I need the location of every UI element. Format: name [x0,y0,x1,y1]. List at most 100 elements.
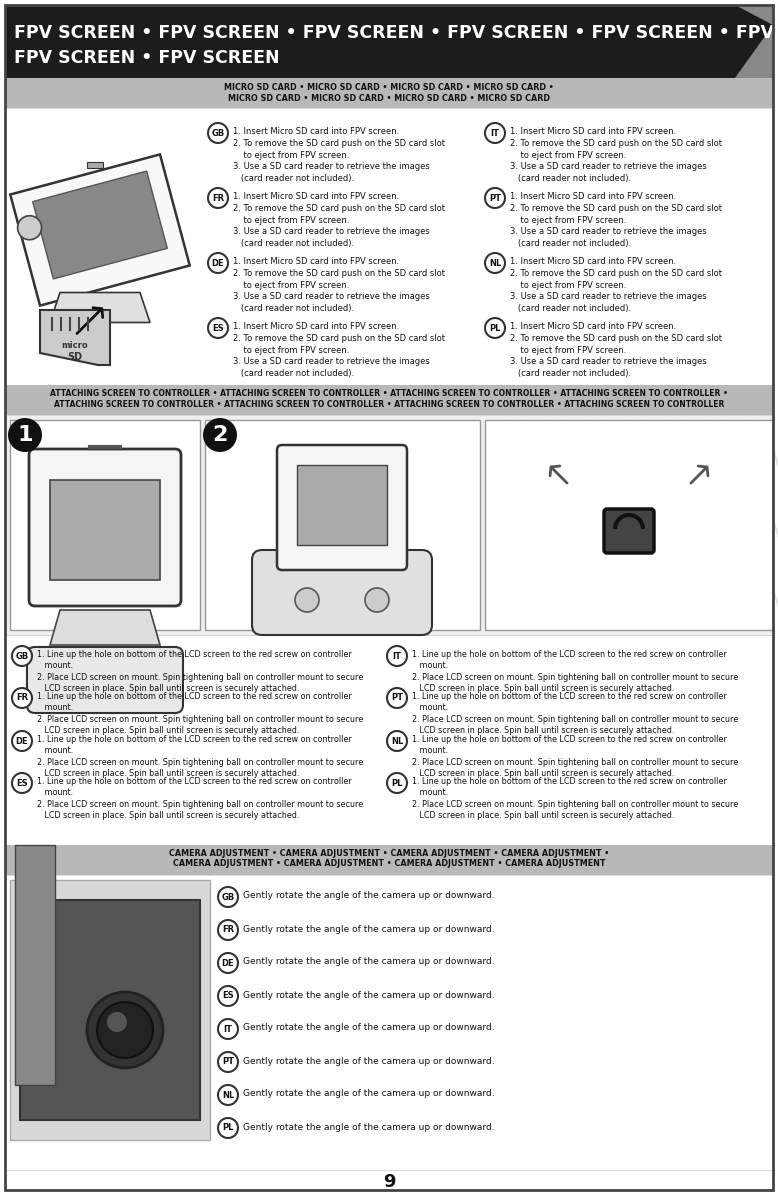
Circle shape [208,253,228,272]
Circle shape [203,418,237,452]
Circle shape [218,1085,238,1105]
Text: 9: 9 [383,1173,395,1191]
Circle shape [218,1052,238,1072]
Bar [20,900,200,1120]
Polygon shape [10,154,190,306]
Text: 1: 1 [17,425,33,445]
Circle shape [485,123,505,143]
Text: FR: FR [16,693,28,703]
Circle shape [387,731,407,750]
Circle shape [97,1001,153,1058]
Text: 1. Insert Micro SD card into FPV screen.
2. To remove the SD card push on the SD: 1. Insert Micro SD card into FPV screen.… [510,192,722,249]
Circle shape [218,920,238,940]
Circle shape [218,952,238,973]
Bar [5,415,773,635]
Bar [50,480,160,580]
Text: GB: GB [212,129,225,137]
Circle shape [12,646,32,666]
Bar [297,465,387,545]
Bar [5,78,773,108]
Text: 1. Line up the hole on bottom of the LCD screen to the red screw on controller
 : 1. Line up the hole on bottom of the LCD… [412,777,738,820]
Bar [5,875,773,1170]
Text: PT: PT [391,693,403,703]
Text: Gently rotate the angle of the camera up or downward.: Gently rotate the angle of the camera up… [243,957,495,967]
Text: 1. Line up the hole on bottom of the LCD screen to the red screw on controller
 : 1. Line up the hole on bottom of the LCD… [37,777,363,820]
Text: CAMERA ADJUSTMENT • CAMERA ADJUSTMENT • CAMERA ADJUSTMENT • CAMERA ADJUSTMENT: CAMERA ADJUSTMENT • CAMERA ADJUSTMENT • … [173,859,605,869]
Text: DE: DE [16,736,28,746]
Text: 1. Insert Micro SD card into FPV screen.
2. To remove the SD card push on the SD: 1. Insert Micro SD card into FPV screen.… [233,257,445,313]
Text: NL: NL [391,736,403,746]
Circle shape [218,1119,238,1138]
Circle shape [12,688,32,707]
Circle shape [218,887,238,907]
Bar [15,845,55,1085]
FancyBboxPatch shape [277,445,407,570]
Text: 2: 2 [212,425,228,445]
Bar [10,419,200,630]
Text: 1. Insert Micro SD card into FPV screen.
2. To remove the SD card push on the SD: 1. Insert Micro SD card into FPV screen.… [233,192,445,249]
Text: PL: PL [223,1123,233,1133]
Text: CAMERA ADJUSTMENT • CAMERA ADJUSTMENT • CAMERA ADJUSTMENT • CAMERA ADJUSTMENT •: CAMERA ADJUSTMENT • CAMERA ADJUSTMENT • … [169,848,609,858]
Text: 1. Line up the hole on bottom of the LCD screen to the red screw on controller
 : 1. Line up the hole on bottom of the LCD… [37,692,363,735]
Polygon shape [735,5,773,78]
Polygon shape [735,5,773,78]
Text: GB: GB [16,651,29,661]
Text: Gently rotate the angle of the camera up or downward.: Gently rotate the angle of the camera up… [243,991,495,999]
Text: PL: PL [391,778,403,788]
Bar [5,635,773,845]
Circle shape [8,418,42,452]
Circle shape [12,773,32,793]
Circle shape [387,646,407,666]
Bar [5,845,773,875]
Circle shape [387,773,407,793]
Text: Gently rotate the angle of the camera up or downward.: Gently rotate the angle of the camera up… [243,1023,495,1032]
Text: NL: NL [222,1091,234,1099]
Bar [5,385,773,415]
Text: Gently rotate the angle of the camera up or downward.: Gently rotate the angle of the camera up… [243,1122,495,1132]
Text: ES: ES [223,992,234,1000]
Text: 1. Insert Micro SD card into FPV screen.
2. To remove the SD card push on the SD: 1. Insert Micro SD card into FPV screen.… [510,257,722,313]
Text: PT: PT [222,1058,234,1066]
Text: PT: PT [489,194,501,202]
FancyBboxPatch shape [27,646,183,713]
Text: 1. Line up the hole on bottom of the LCD screen to the red screw on controller
 : 1. Line up the hole on bottom of the LCD… [412,692,738,735]
Polygon shape [50,609,160,645]
Circle shape [365,588,389,612]
Text: FR: FR [212,194,224,202]
Polygon shape [33,171,167,278]
Text: IT: IT [223,1024,233,1034]
Text: 1. Line up the hole on bottom of the LCD screen to the red screw on controller
 : 1. Line up the hole on bottom of the LCD… [412,650,738,693]
Text: 1. Line up the hole on bottom of the LCD screen to the red screw on controller
 : 1. Line up the hole on bottom of the LCD… [37,735,363,778]
Text: 1. Line up the hole on bottom of the LCD screen to the red screw on controller
 : 1. Line up the hole on bottom of the LCD… [412,735,738,778]
Circle shape [387,688,407,707]
Text: Gently rotate the angle of the camera up or downward.: Gently rotate the angle of the camera up… [243,891,495,901]
FancyBboxPatch shape [252,550,432,635]
Text: GB: GB [222,893,235,901]
Circle shape [208,318,228,338]
Polygon shape [50,293,150,323]
Text: 1. Insert Micro SD card into FPV screen.
2. To remove the SD card push on the SD: 1. Insert Micro SD card into FPV screen.… [233,127,445,183]
Text: FPV SCREEN • FPV SCREEN • FPV SCREEN • FPV SCREEN • FPV SCREEN • FPV SCREEN •: FPV SCREEN • FPV SCREEN • FPV SCREEN • F… [14,24,778,42]
Circle shape [18,216,41,240]
Circle shape [208,123,228,143]
Text: ES: ES [212,324,224,332]
Text: IT: IT [491,129,499,137]
Bar [10,880,210,1140]
Text: 1. Insert Micro SD card into FPV screen.
2. To remove the SD card push on the SD: 1. Insert Micro SD card into FPV screen.… [510,321,722,378]
Text: Gently rotate the angle of the camera up or downward.: Gently rotate the angle of the camera up… [243,925,495,933]
FancyBboxPatch shape [29,449,181,606]
Bar [205,419,480,630]
Circle shape [218,1019,238,1038]
Bar [5,108,773,385]
Text: Gently rotate the angle of the camera up or downward.: Gently rotate the angle of the camera up… [243,1056,495,1066]
Text: ATTACHING SCREEN TO CONTROLLER • ATTACHING SCREEN TO CONTROLLER • ATTACHING SCRE: ATTACHING SCREEN TO CONTROLLER • ATTACHI… [50,388,728,398]
Circle shape [208,188,228,208]
Circle shape [107,1012,127,1032]
Text: 1. Line up the hole on bottom of the LCD screen to the red screw on controller
 : 1. Line up the hole on bottom of the LCD… [37,650,363,693]
Text: 1. Insert Micro SD card into FPV screen.
2. To remove the SD card push on the SD: 1. Insert Micro SD card into FPV screen.… [233,321,445,378]
Text: Gently rotate the angle of the camera up or downward.: Gently rotate the angle of the camera up… [243,1090,495,1098]
Text: ES: ES [16,778,28,788]
Circle shape [485,318,505,338]
Text: FR: FR [222,925,234,934]
Circle shape [485,188,505,208]
